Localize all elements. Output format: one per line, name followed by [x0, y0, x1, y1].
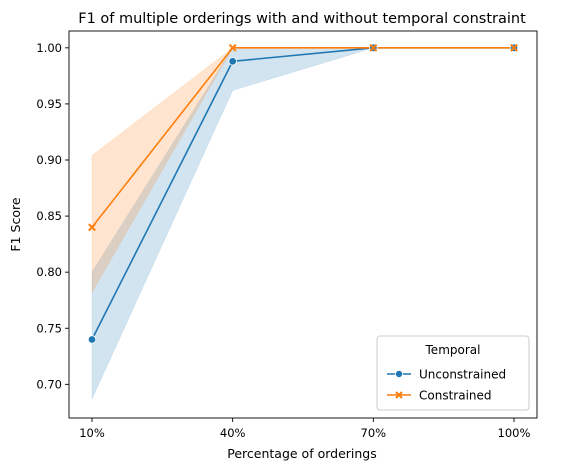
x-tick-label: 70%: [361, 426, 387, 440]
legend-label-constrained: Constrained: [419, 389, 492, 403]
y-tick-label: 0.95: [36, 97, 62, 111]
y-tick-label: 0.80: [36, 265, 62, 279]
y-axis: 0.70 0.75 0.80 0.85 0.90 0.95 1.00: [36, 41, 69, 391]
series-line-constrained: [91, 47, 514, 228]
point-constrained-0: [88, 223, 96, 232]
legend-label-unconstrained: Unconstrained: [419, 368, 506, 382]
chart-title: F1 of multiple orderings with and withou…: [78, 11, 526, 27]
legend-title: Temporal: [425, 343, 481, 357]
y-tick-label: 0.90: [36, 153, 62, 167]
series-lines: [91, 47, 514, 340]
y-axis-label: F1 Score: [8, 197, 23, 251]
y-tick-label: 0.85: [36, 209, 62, 223]
x-axis: 10% 40% 70% 100%: [79, 418, 531, 440]
point-constrained-2: [369, 43, 378, 52]
x-tick-label: 100%: [498, 426, 531, 440]
point-constrained-1: [228, 43, 237, 52]
legend-box: [376, 335, 530, 411]
x-tick-label: 10%: [79, 426, 105, 440]
y-tick-label: 1.00: [36, 41, 62, 55]
plot-frame: [68, 30, 538, 419]
x-tick-label: 40%: [220, 426, 246, 440]
legend-marker-constrained: [395, 391, 403, 399]
series-markers: [87, 43, 519, 344]
point-unconstrained-1: [228, 57, 237, 66]
legend-marker-unconstrained: [394, 369, 403, 378]
point-constrained-3: [510, 43, 518, 52]
legend: Temporal Unconstrained Constrained: [376, 335, 530, 411]
x-axis-label: Percentage of orderings: [227, 446, 377, 461]
y-tick-label: 0.70: [36, 377, 62, 391]
point-unconstrained-0: [87, 335, 97, 344]
y-tick-label: 0.75: [36, 321, 62, 335]
